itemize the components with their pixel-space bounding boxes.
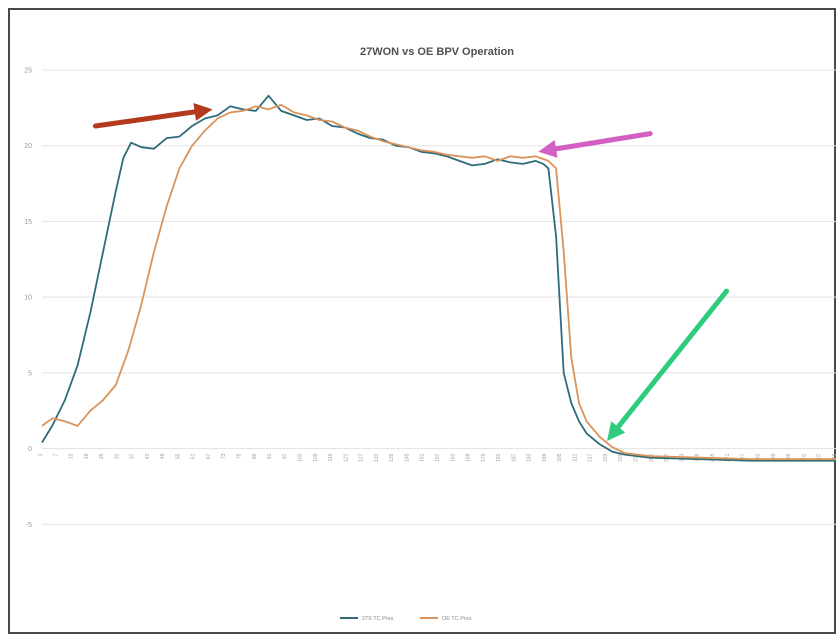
x-tick-label: 103	[298, 453, 304, 462]
x-tick-label: 25	[99, 453, 105, 459]
annotation-arrows	[92, 103, 730, 441]
x-tick-label: 283	[756, 453, 762, 462]
x-tick-label: 139	[389, 453, 395, 462]
x-tick-label: 211	[572, 453, 578, 461]
x-tick-label: 199	[542, 453, 548, 462]
series-line-2	[41, 103, 836, 461]
arrow-head	[538, 140, 558, 158]
x-tick-label: 1	[38, 453, 44, 456]
x-tick-label: 229	[618, 453, 624, 462]
x-tick-label: 19	[84, 453, 90, 459]
x-tick-label: 133	[374, 453, 380, 462]
x-tick-label: 31	[114, 453, 120, 459]
x-tick-label: 67	[206, 453, 212, 459]
x-tick-label: 187	[511, 453, 517, 462]
y-tick-label: 20	[24, 143, 32, 150]
x-tick-label: 163	[450, 453, 456, 462]
legend: 27S TC Pres OE TC Pres	[340, 616, 472, 622]
y-axis-ticks: -5 0 5 10 15 20 25	[24, 68, 32, 529]
x-tick-label: 235	[634, 453, 640, 462]
x-tick-label: 109	[313, 453, 319, 462]
arrow-shaft	[615, 288, 730, 430]
x-tick-label: 49	[160, 453, 166, 459]
x-tick-label: 223	[603, 453, 609, 462]
chart-title: 27WON vs OE BPV Operation	[360, 46, 514, 58]
x-tick-label: 55	[175, 453, 181, 459]
x-tick-label: 145	[404, 453, 410, 462]
x-tick-label: 169	[466, 453, 472, 462]
x-tick-label: 115	[328, 453, 334, 461]
x-tick-label: 61	[191, 453, 197, 459]
x-tick-label: 193	[527, 453, 533, 462]
x-tick-label: 127	[359, 453, 365, 462]
x-tick-label: 289	[771, 453, 777, 462]
y-tick-label: 5	[28, 370, 32, 377]
x-tick-label: 97	[282, 453, 288, 459]
x-tick-label: 277	[740, 453, 746, 462]
series-line-1	[41, 94, 836, 462]
y-tick-label: 0	[28, 446, 32, 453]
x-tick-label: 91	[267, 453, 273, 459]
x-tick-label: 73	[221, 453, 227, 459]
x-tick-label: 13	[69, 453, 75, 459]
y-tick-label: -5	[26, 522, 32, 529]
arrow-shaft	[553, 131, 653, 152]
x-tick-label: 121	[343, 453, 349, 462]
x-tick-label: 217	[588, 453, 594, 462]
y-tick-label: 15	[24, 219, 32, 226]
legend-label-1: 27S TC Pres	[362, 616, 394, 622]
x-tick-label: 301	[801, 453, 807, 462]
x-tick-label: 43	[145, 453, 151, 459]
x-tick-label: 313	[832, 453, 838, 462]
x-tick-label: 85	[252, 453, 258, 459]
arrow-head	[193, 103, 213, 121]
x-tick-label: 175	[481, 453, 487, 462]
series-lines	[41, 94, 836, 462]
x-tick-label: 79	[237, 453, 243, 459]
x-tick-label: 295	[786, 453, 792, 462]
annotation-arrow-2	[538, 131, 653, 158]
annotation-arrow-1	[92, 103, 213, 129]
x-tick-label: 307	[817, 453, 823, 462]
x-tick-label: 205	[557, 453, 563, 462]
legend-label-2: OE TC Pres	[442, 616, 472, 622]
annotation-arrow-3	[607, 288, 730, 441]
x-tick-label: 157	[435, 453, 441, 462]
y-tick-label: 10	[24, 295, 32, 302]
x-tick-label: 151	[420, 453, 426, 462]
chart-frame	[8, 8, 836, 634]
x-tick-label: 7	[53, 453, 59, 456]
x-tick-label: 37	[130, 453, 136, 459]
arrow-shaft	[92, 109, 198, 129]
x-tick-label: 181	[496, 453, 502, 462]
y-tick-label: 25	[24, 68, 32, 75]
arrow-head	[607, 421, 626, 441]
grid-lines	[42, 69, 836, 525]
